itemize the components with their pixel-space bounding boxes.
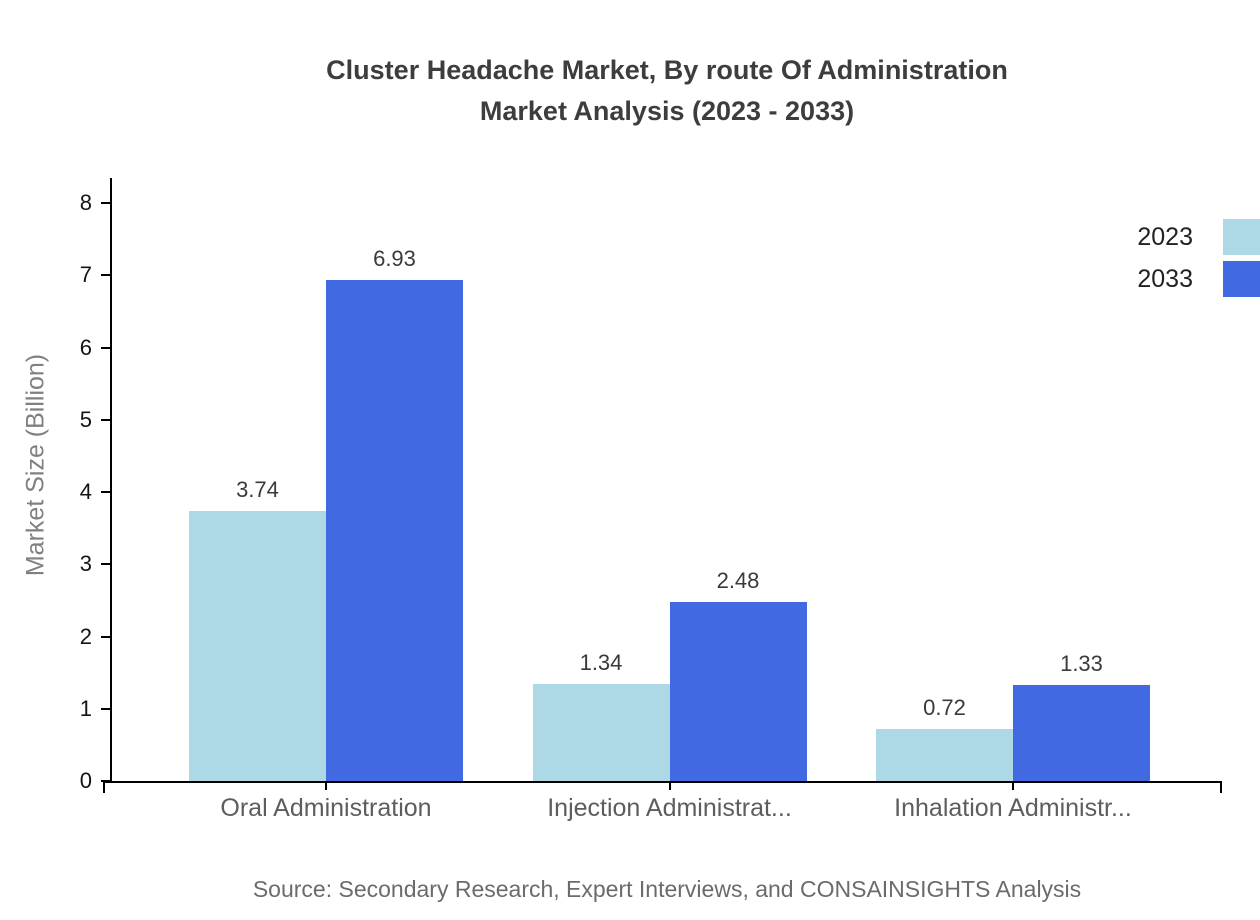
bar-value-label: 3.74 bbox=[236, 476, 279, 502]
x-axis-category-label: Oral Administration bbox=[220, 794, 432, 822]
legend: 2023 2033 bbox=[1137, 219, 1260, 303]
y-axis-tick-label: 1 bbox=[79, 695, 92, 721]
y-axis-tick-label: 5 bbox=[79, 406, 92, 432]
y-axis-title: Market Size (Billion) bbox=[21, 353, 50, 577]
y-axis-tick bbox=[101, 346, 110, 349]
y-axis-tick bbox=[101, 635, 110, 638]
y-axis-tick bbox=[101, 418, 110, 421]
y-axis-tick-label: 4 bbox=[79, 479, 92, 504]
bar-2023 bbox=[189, 510, 326, 781]
legend-swatch bbox=[1223, 219, 1260, 255]
bar-2023 bbox=[876, 728, 1013, 781]
legend-label: 2033 bbox=[1137, 264, 1193, 293]
y-axis-tick-label: 6 bbox=[79, 334, 92, 360]
x-axis-category-label: Inhalation Administr... bbox=[894, 794, 1132, 822]
x-axis-line bbox=[103, 781, 1222, 783]
y-axis-tick bbox=[101, 491, 110, 493]
legend-item-2023: 2023 bbox=[1137, 219, 1260, 255]
y-axis-tick bbox=[101, 707, 110, 710]
plot-area: 0 1 2 3 4 5 6 7 8 3.74 6.93 Oral Administration 1.34… bbox=[80, 178, 1222, 822]
chart-title-line2: Market Analysis (2023 - 2033) bbox=[479, 96, 855, 126]
bar-2033 bbox=[1013, 684, 1150, 781]
y-axis-tick bbox=[101, 563, 110, 566]
bar-2033 bbox=[669, 601, 807, 781]
source-note: Source: Secondary Research, Expert Inter… bbox=[252, 876, 1082, 902]
chart-title-line1: Cluster Headache Market, By route Of Adm… bbox=[326, 55, 1008, 85]
bar-value-label: 0.72 bbox=[923, 694, 966, 720]
bar-value-label: 1.33 bbox=[1060, 650, 1103, 676]
y-axis-tick-label: 8 bbox=[79, 190, 92, 215]
y-axis-tick-label: 0 bbox=[79, 768, 92, 793]
bar-value-label: 1.34 bbox=[579, 650, 623, 676]
legend-label: 2023 bbox=[1137, 222, 1193, 251]
y-axis-tick-label: 7 bbox=[79, 262, 92, 288]
legend-item-2033: 2033 bbox=[1137, 261, 1260, 297]
x-axis-right-end-tick bbox=[1220, 781, 1222, 793]
x-axis-tick bbox=[1012, 781, 1014, 790]
y-axis-tick bbox=[101, 780, 110, 782]
x-axis-left-end-tick bbox=[103, 781, 105, 793]
bar-2033 bbox=[326, 280, 463, 781]
legend-swatch bbox=[1223, 261, 1260, 297]
bar-value-label: 6.93 bbox=[373, 246, 416, 272]
x-axis-category-label: Injection Administrat... bbox=[547, 794, 792, 822]
y-axis-tick-label: 3 bbox=[79, 551, 92, 577]
bar-value-label: 2.48 bbox=[716, 567, 760, 593]
y-axis-tick-label: 2 bbox=[79, 623, 92, 649]
y-axis-tick bbox=[101, 202, 110, 204]
bar-2023 bbox=[532, 684, 670, 781]
x-axis-tick bbox=[325, 781, 327, 790]
x-axis-tick bbox=[668, 781, 671, 790]
y-axis-line bbox=[110, 178, 112, 781]
y-axis-tick bbox=[101, 274, 110, 277]
chart-title: Cluster Headache Market, By route Of Adm… bbox=[112, 50, 1222, 132]
